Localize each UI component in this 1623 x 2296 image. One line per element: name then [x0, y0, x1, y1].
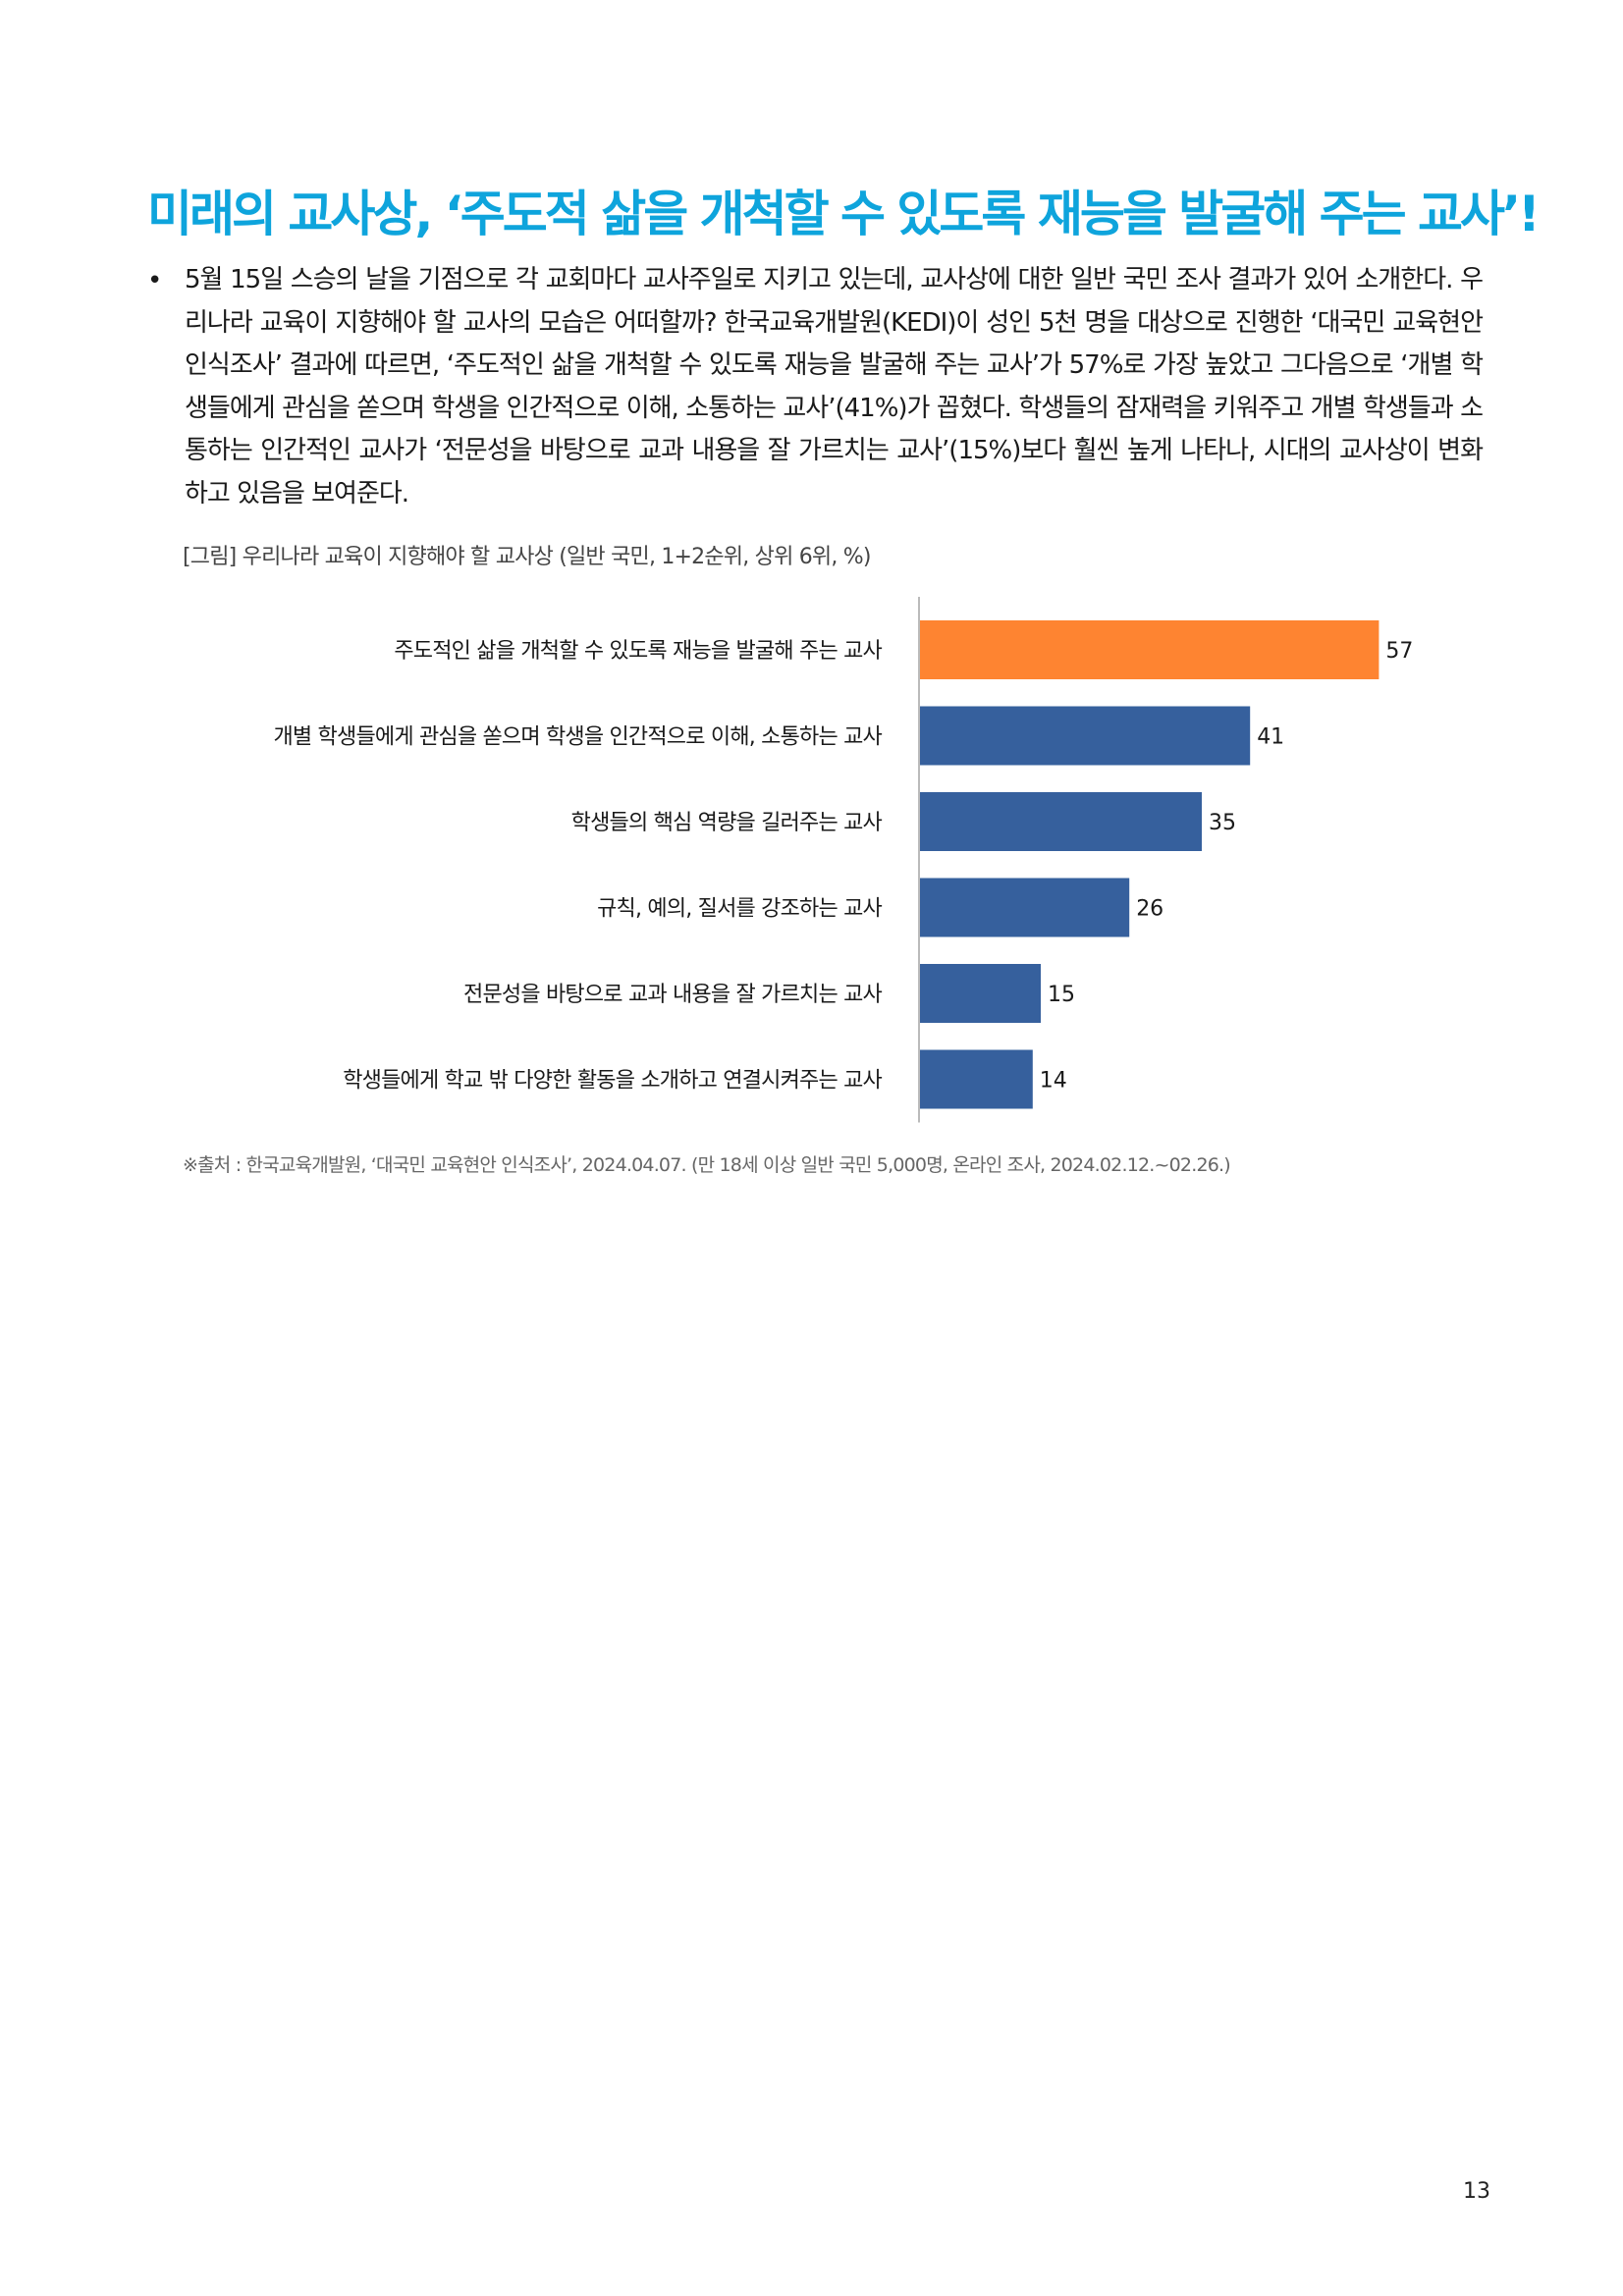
category-label: 규칙, 예의, 질서를 강조하는 교사: [597, 897, 882, 922]
data-label: 57: [1385, 639, 1413, 664]
intro-paragraph: • 5월 15일 스승의 날을 기점으로 각 교회마다 교사주일로 지키고 있는…: [147, 259, 1484, 515]
bullet-marker: •: [147, 266, 163, 295]
category-label: 학생들에게 학교 밖 다양한 활동을 소개하고 연결시켜주는 교사: [343, 1069, 882, 1094]
figure-source: ※출처 : 한국교육개발원, ‘대국민 교육현안 인식조사’, 2024.04.…: [183, 1154, 1231, 1176]
bar: [920, 706, 1251, 766]
category-label: 개별 학생들에게 관심을 쏟으며 학생을 인간적으로 이해, 소통하는 교사: [273, 725, 882, 750]
data-label: 14: [1040, 1069, 1067, 1094]
bar: [920, 878, 1130, 937]
category-label: 전문성을 바탕으로 교과 내용을 잘 가르치는 교사: [463, 983, 883, 1007]
page-title: 미래의 교사상, ‘주도적 삶을 개척할 수 있도록 재능을 발굴해 주는 교사…: [147, 186, 1541, 242]
bar-chart: 주도적인 삶을 개척할 수 있도록 재능을 발굴해 주는 교사 57 개별 학생들에…: [0, 589, 1623, 1143]
category-label: 주도적인 삶을 개척할 수 있도록 재능을 발굴해 주는 교사: [394, 639, 882, 664]
data-label: 15: [1048, 983, 1075, 1007]
bar: [920, 1049, 1033, 1109]
page-number: 13: [1463, 2179, 1490, 2204]
intro-text: 5월 15일 스승의 날을 기점으로 각 교회마다 교사주일로 지키고 있는데,…: [185, 265, 1484, 508]
bar: [920, 792, 1202, 851]
bar: [920, 620, 1380, 679]
data-label: 41: [1257, 725, 1284, 750]
bar-chart-svg: 주도적인 삶을 개척할 수 있도록 재능을 발굴해 주는 교사 57 개별 학생들에…: [273, 597, 1413, 1123]
data-label: 26: [1136, 897, 1163, 922]
bar: [920, 964, 1041, 1023]
data-label: 35: [1209, 811, 1236, 835]
category-label: 학생들의 핵심 역량을 길러주는 교사: [571, 811, 883, 835]
figure-caption: [그림] 우리나라 교육이 지향해야 할 교사상 (일반 국민, 1+2순위, …: [183, 545, 871, 569]
